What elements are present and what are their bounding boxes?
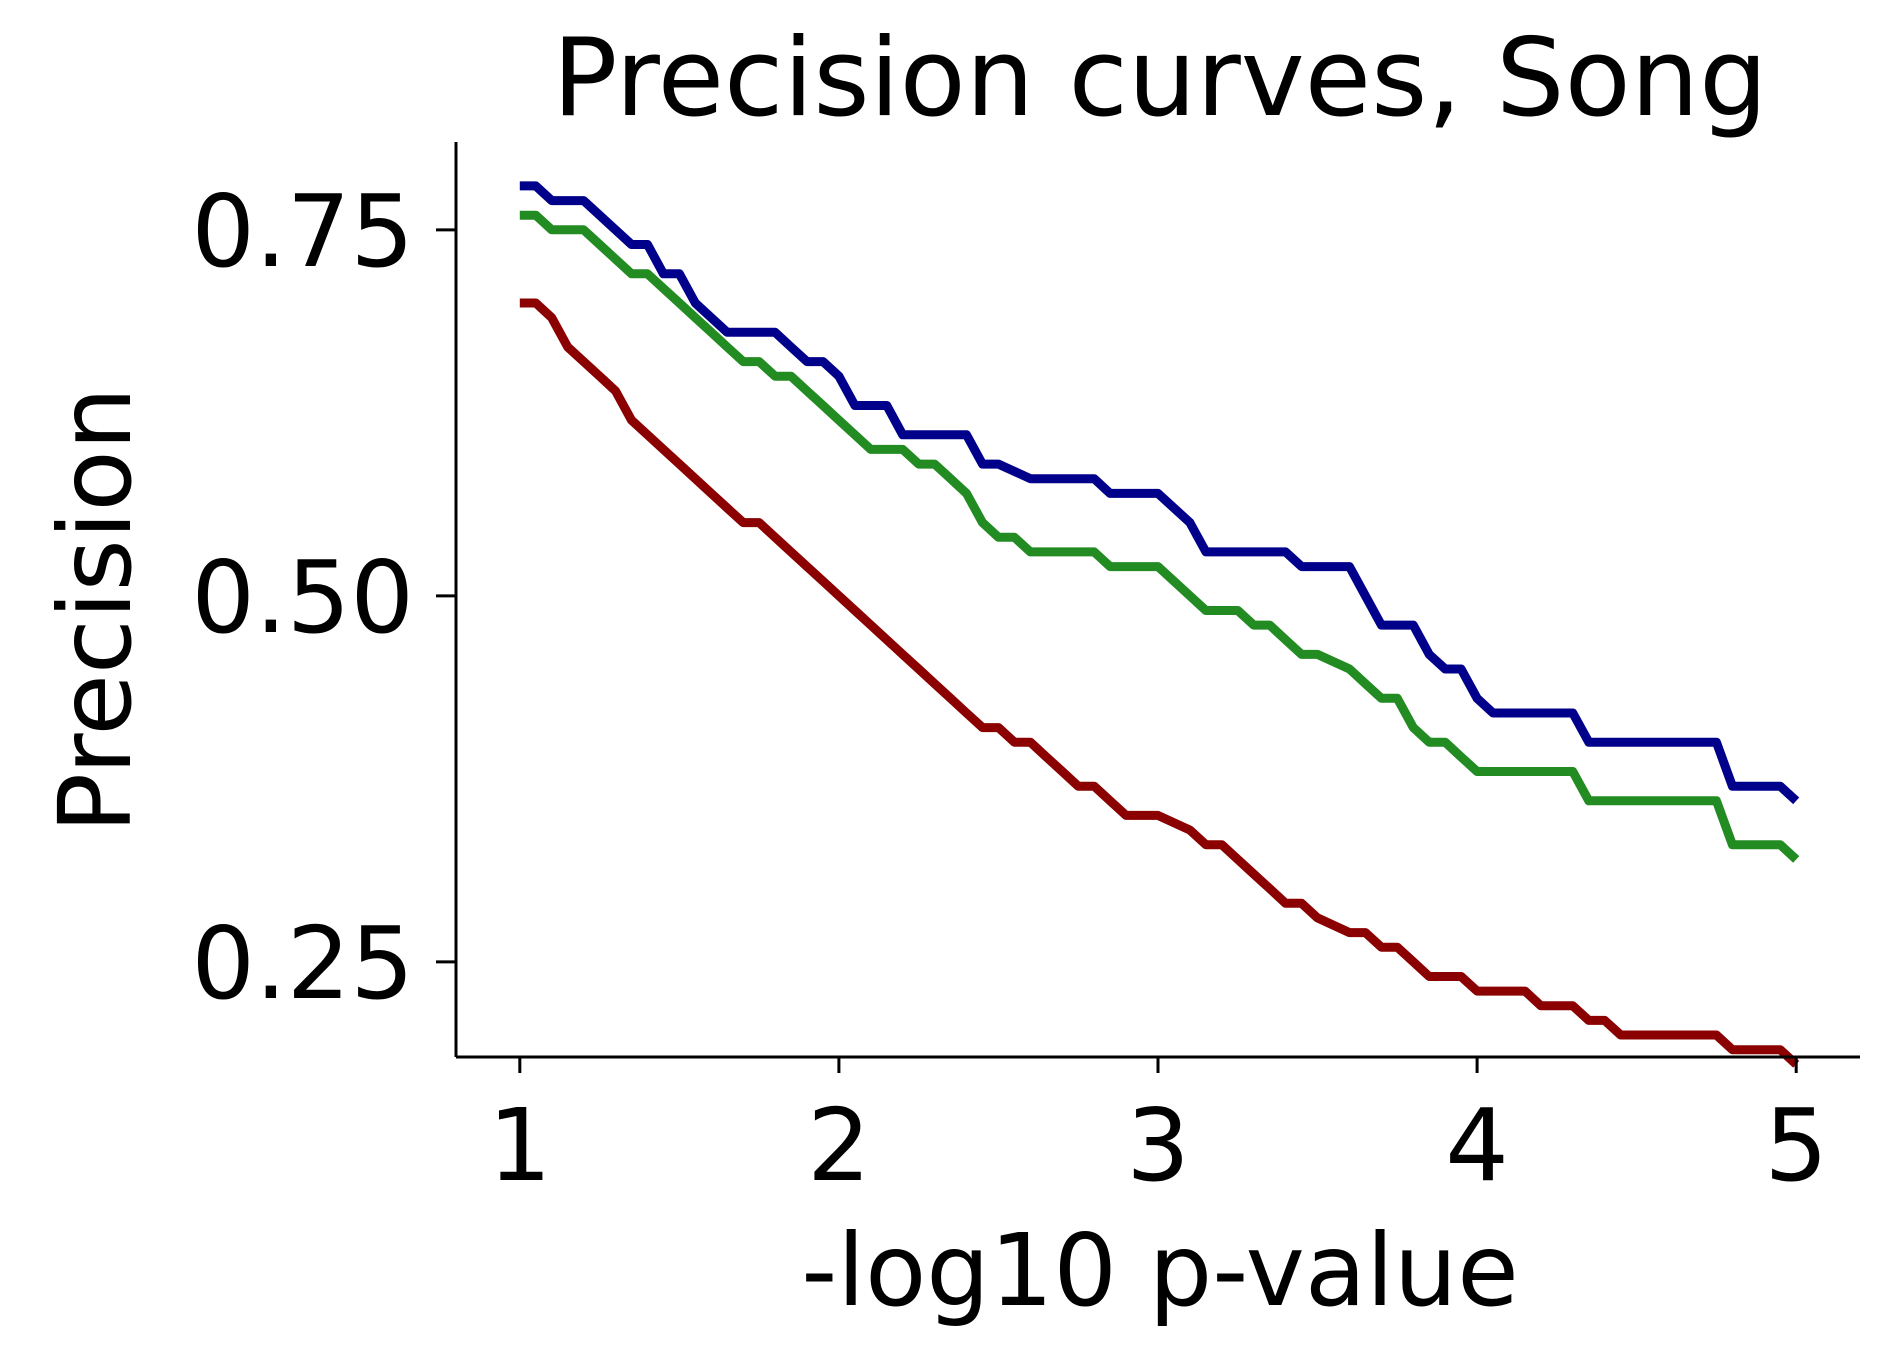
x-tick-label-5: 5 [1764, 1087, 1828, 1204]
y-axis-label: Precision [37, 387, 154, 833]
series-layer [519, 181, 1800, 1068]
x-tick-label-2: 2 [807, 1087, 871, 1204]
x-tick-label-1: 1 [488, 1087, 552, 1204]
y-tick-label-0.75: 0.75 [191, 173, 414, 290]
x-axis-label: -log10 p-value [801, 1212, 1519, 1329]
y-ticks: 0.25 0.50 0.75 [191, 173, 456, 1022]
chart-title: Precision curves, Song [552, 16, 1767, 141]
x-tick-label-4: 4 [1445, 1087, 1509, 1204]
series-line-1 [519, 181, 1800, 805]
series-line-2 [519, 210, 1800, 863]
x-tick-label-3: 3 [1126, 1087, 1190, 1204]
x-ticks: 1 2 3 4 5 [488, 1057, 1828, 1204]
y-tick-label-0.50: 0.50 [191, 539, 414, 656]
y-tick-label-0.25: 0.25 [191, 905, 414, 1022]
series-line-3 [519, 298, 1800, 1068]
